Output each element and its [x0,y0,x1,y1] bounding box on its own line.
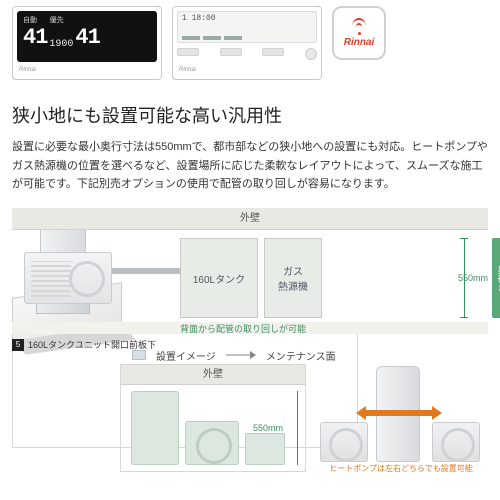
remote-b-btn[interactable] [262,48,284,56]
wifi-icon [349,18,369,32]
swap-arrow-icon [356,406,442,420]
diagram-area: 外壁 160Lタンク ガス 熱源機 550mm 奥行き 背面から配管の取り回しが… [12,208,488,474]
remote-b-btn[interactable] [177,48,199,56]
legend-row: 設置イメージ メンテナンス面 [132,346,500,364]
wall-label-top: 外壁 [12,208,488,230]
orange-note: ヒートポンプは左右どちらでも設置可能 [314,463,488,474]
legend-install: 設置イメージ [156,348,216,363]
dim-label: 550mm [458,273,488,283]
heatpump-right [432,422,480,462]
section-heading: 狭小地にも設置可能な高い汎用性 [12,102,488,128]
lcd-seg2: 41 [75,25,99,50]
iso-bottom: ヒートポンプは左右どちらでも設置可能 [314,364,488,472]
diagram-bottom: 外壁 550mm ヒートポンプは左右どちらでも設置可能 [12,364,488,474]
brand-b: Rinnai [179,67,196,73]
note-back-pipe: 背面から配管の取り回しが可能 [180,322,306,335]
lcd-clock: 1 18:00 [182,14,216,23]
plan-bottom: 外壁 550mm [120,364,306,472]
pipe [112,268,180,274]
lcd-small2: 優先 [50,17,64,25]
heatpump-front [185,421,239,465]
remote-b-buttons [177,48,317,60]
app-badge: Rinnai [332,6,386,60]
gas-front [245,433,285,465]
wall-label-bot: 外壁 [121,365,305,385]
dim-label-2: 550mm [253,423,283,433]
tank-front [131,391,179,465]
heatpump-left [320,422,368,462]
fig-number: 5 [12,339,24,351]
dimension-depth: 550mm [456,238,484,318]
heatpump-unit [24,252,112,304]
remote-b-lcd: 1 18:00 [177,11,317,43]
depth-tab: 奥行き [492,238,500,318]
dimension-depth-2: 550mm [291,391,305,465]
tank-box: 160Lタンク [180,238,258,318]
remote-kitchen: 1 18:00 Rinnai [172,6,322,80]
remote-b-power[interactable] [305,48,317,60]
brand-a: Rinnai [19,67,36,73]
diagram-top: 外壁 160Lタンク ガス 熱源機 550mm 奥行き 背面から配管の取り回しが… [12,208,488,334]
lcd-segmid: 1900 [49,39,73,50]
remote-strip: 自動 優先 41 1900 41 Rinnai 1 18:00 [12,6,488,80]
legend-arrow [226,351,256,359]
legend-maint: メンテナンス面 [266,348,336,363]
remote-bathroom: 自動 優先 41 1900 41 Rinnai [12,6,162,80]
gas-box: ガス 熱源機 [264,238,322,318]
lcd-seg1: 41 [23,25,47,50]
remote-b-btn[interactable] [220,48,242,56]
app-badge-label: Rinnai [344,37,375,48]
section-paragraph: 設置に必要な最小奥行寸法は550mmで、都市部などの狭小地への設置にも対応。ヒー… [12,138,488,194]
swatch-install [132,350,146,360]
remote-a-lcd: 自動 優先 41 1900 41 [17,11,157,62]
lcd-small1: 自動 [23,17,37,25]
